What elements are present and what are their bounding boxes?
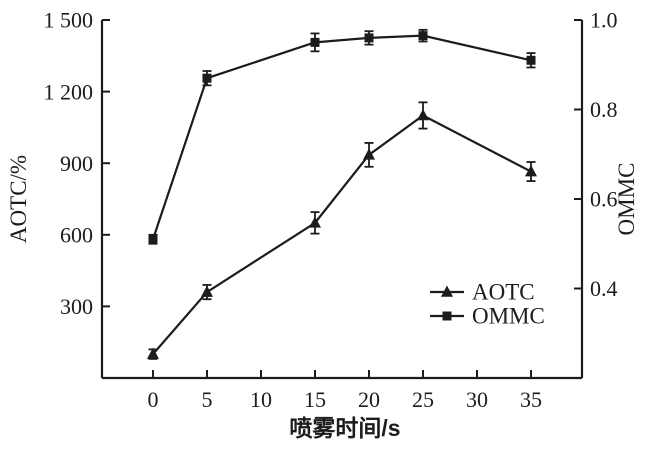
y-axis-title-right: OMMC	[614, 163, 639, 236]
aotc-marker	[146, 347, 159, 359]
x-axis-tick-label: 0	[147, 387, 158, 412]
x-axis-tick-label: 20	[358, 387, 380, 412]
right-axis-tick-label: 0.4	[590, 276, 618, 301]
x-axis-tick-label: 30	[466, 387, 488, 412]
x-axis-tick-label: 35	[520, 387, 542, 412]
legend-marker-ommc	[442, 311, 452, 321]
ommc-marker	[148, 234, 158, 244]
y-axis-title-left: AOTC/%	[6, 155, 31, 243]
x-axis-title: 喷雾时间/s	[289, 415, 400, 441]
plot-area: 300 600 900 1 200 1 500 0.4 0.6 0.8 1.0 0 5 10 15 20 2…	[44, 8, 618, 412]
right-axis-tick-label: 0.8	[590, 97, 618, 122]
aotc-marker	[308, 216, 321, 228]
left-axis-tick-label: 1 500	[44, 8, 94, 33]
aotc-marker	[525, 165, 538, 177]
ommc-marker	[526, 55, 536, 65]
right-axis-tick-label: 0.6	[590, 187, 618, 212]
legend-marker-aotc	[441, 285, 453, 297]
ommc-marker	[364, 33, 374, 43]
x-axis-tick-label: 10	[250, 387, 272, 412]
ommc-marker	[418, 31, 428, 41]
ommc-marker	[310, 37, 320, 47]
left-axis-tick-label: 300	[60, 294, 93, 319]
aotc-marker	[200, 285, 213, 297]
x-axis-tick-label: 25	[412, 387, 434, 412]
left-axis-tick-label: 600	[60, 223, 93, 248]
right-axis-tick-label: 1.0	[590, 8, 618, 33]
legend-label-aotc: AOTC	[472, 280, 535, 305]
x-axis-tick-label: 5	[201, 387, 212, 412]
aotc-marker	[363, 148, 376, 160]
x-axis-tick-label: 15	[304, 387, 326, 412]
left-axis-tick-label: 1 200	[44, 79, 94, 104]
aotc-series-line	[152, 114, 532, 355]
aotc-marker	[417, 108, 430, 121]
ommc-series-line	[151, 34, 532, 240]
ommc-marker	[202, 73, 212, 83]
legend-label-ommc: OMMC	[472, 304, 545, 329]
left-axis-tick-label: 900	[60, 151, 93, 176]
